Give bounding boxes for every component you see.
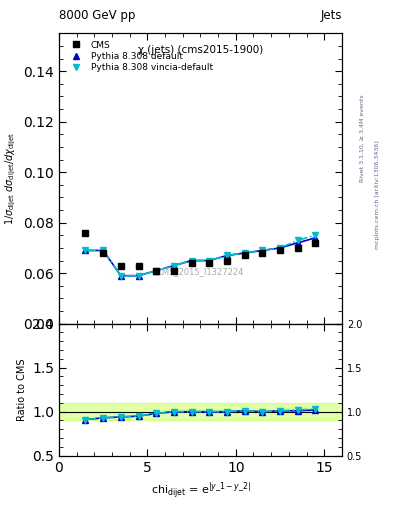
Line: Pythia 8.308 default: Pythia 8.308 default <box>83 234 318 279</box>
Y-axis label: $1/\sigma_{\rm dijet}\;d\sigma_{\rm dijet}/d\chi_{\rm dijet}$: $1/\sigma_{\rm dijet}\;d\sigma_{\rm dije… <box>4 132 18 225</box>
Text: CMS_2015_I1327224: CMS_2015_I1327224 <box>157 267 244 276</box>
Pythia 8.308 vincia-default <box>119 272 123 279</box>
CMS <box>313 240 318 246</box>
Pythia 8.308 default <box>242 250 247 256</box>
CMS <box>278 247 283 253</box>
Text: mcplots.cern.ch [arXiv:1306.3436]: mcplots.cern.ch [arXiv:1306.3436] <box>375 140 380 249</box>
Pythia 8.308 default <box>119 272 123 279</box>
Pythia 8.308 vincia-default <box>136 272 141 279</box>
Pythia 8.308 vincia-default <box>189 258 194 264</box>
CMS <box>296 245 300 251</box>
Pythia 8.308 default <box>189 258 194 264</box>
Pythia 8.308 default <box>278 245 283 251</box>
Pythia 8.308 vincia-default <box>83 247 88 253</box>
CMS <box>207 260 212 266</box>
Pythia 8.308 default <box>83 247 88 253</box>
CMS <box>172 268 176 274</box>
Pythia 8.308 vincia-default <box>225 252 230 259</box>
Bar <box>59 403 342 420</box>
CMS <box>260 250 265 256</box>
Text: Jets: Jets <box>320 9 342 22</box>
Line: Pythia 8.308 vincia-default: Pythia 8.308 vincia-default <box>83 232 318 279</box>
Text: Rivet 3.1.10, ≥ 3.4M events: Rivet 3.1.10, ≥ 3.4M events <box>360 94 365 182</box>
Pythia 8.308 default <box>154 268 159 274</box>
Pythia 8.308 vincia-default <box>278 245 283 251</box>
Pythia 8.308 default <box>313 234 318 241</box>
CMS <box>101 250 105 256</box>
Pythia 8.308 default <box>136 272 141 279</box>
Pythia 8.308 default <box>260 247 265 253</box>
CMS <box>154 268 159 274</box>
CMS <box>225 258 230 264</box>
Pythia 8.308 default <box>296 240 300 246</box>
Pythia 8.308 vincia-default <box>313 232 318 239</box>
CMS <box>189 260 194 266</box>
Pythia 8.308 default <box>172 263 176 269</box>
CMS <box>119 263 123 269</box>
CMS <box>242 252 247 259</box>
Y-axis label: Ratio to CMS: Ratio to CMS <box>17 358 27 421</box>
CMS <box>83 230 88 236</box>
Pythia 8.308 vincia-default <box>154 268 159 274</box>
Pythia 8.308 default <box>225 252 230 259</box>
Line: CMS: CMS <box>83 230 318 274</box>
Pythia 8.308 vincia-default <box>172 263 176 269</box>
CMS <box>136 263 141 269</box>
Pythia 8.308 vincia-default <box>260 247 265 253</box>
Legend: CMS, Pythia 8.308 default, Pythia 8.308 vincia-default: CMS, Pythia 8.308 default, Pythia 8.308 … <box>63 38 215 75</box>
Pythia 8.308 vincia-default <box>242 250 247 256</box>
Pythia 8.308 vincia-default <box>207 258 212 264</box>
Text: 8000 GeV pp: 8000 GeV pp <box>59 9 135 22</box>
X-axis label: chi$_{\rm dijet}$ = e$^{|y\_1-y\_2|}$: chi$_{\rm dijet}$ = e$^{|y\_1-y\_2|}$ <box>151 480 250 501</box>
Text: χ (jets) (cms2015-1900): χ (jets) (cms2015-1900) <box>138 45 263 55</box>
Pythia 8.308 default <box>101 247 105 253</box>
Pythia 8.308 default <box>207 258 212 264</box>
Pythia 8.308 vincia-default <box>101 247 105 253</box>
Pythia 8.308 vincia-default <box>296 237 300 243</box>
